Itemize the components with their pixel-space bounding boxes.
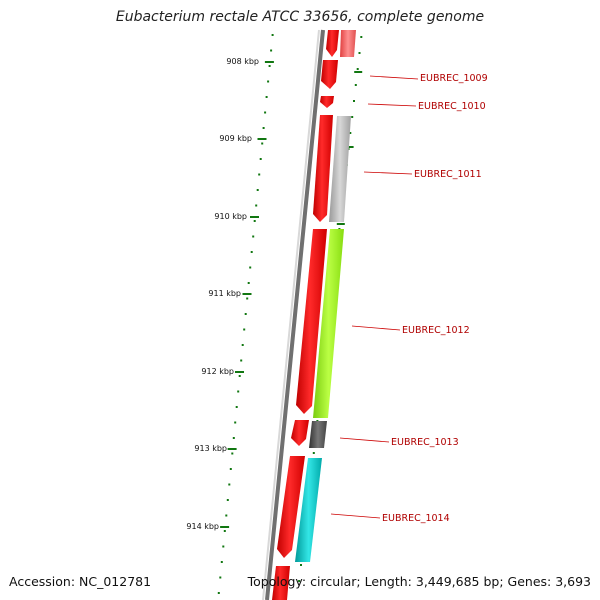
outer-ruler-dot xyxy=(353,100,355,102)
gene-leaders xyxy=(330,75,419,519)
scale-label-911: 911 kbp xyxy=(208,289,241,298)
scale-dot xyxy=(262,127,265,129)
outer-ruler-dot xyxy=(360,36,363,38)
scale-dot xyxy=(220,561,223,563)
scale-dot xyxy=(247,282,250,284)
scale-dot xyxy=(237,390,240,393)
scale-dot xyxy=(270,49,273,52)
outer-ruler-dot xyxy=(358,52,361,54)
scale-dot xyxy=(229,468,232,470)
genome-summary-text: Topology: circular; Length: 3,449,685 bp… xyxy=(247,574,591,589)
scale-dot xyxy=(241,344,244,346)
gene-label-EUBREC_1014[interactable]: EUBREC_1014 xyxy=(382,513,450,524)
cds-feature xyxy=(296,229,327,414)
scale-dot xyxy=(252,235,255,238)
gene-label-EUBREC_1009[interactable]: EUBREC_1009 xyxy=(420,73,488,84)
gene-label-EUBREC_1011[interactable]: EUBREC_1011 xyxy=(414,169,482,180)
scale-dot xyxy=(265,96,268,98)
cds-feature xyxy=(272,566,290,600)
scale-dot xyxy=(250,251,253,253)
scale-dot xyxy=(223,530,226,532)
outer-ruler-dot xyxy=(356,68,359,70)
scale-dot xyxy=(259,158,262,160)
scale-dot xyxy=(226,499,229,501)
scale-dot xyxy=(240,359,243,362)
map-title: Eubacterium rectale ATCC 33656, complete… xyxy=(115,9,485,25)
scale-label-909: 909 kbp xyxy=(219,134,252,143)
scale-ticks xyxy=(220,61,274,528)
scale-dot xyxy=(232,437,235,439)
cds-track xyxy=(272,30,339,600)
genome-backbone-shadow xyxy=(262,29,320,600)
scale-dot xyxy=(256,189,259,191)
genome-backbone xyxy=(265,29,325,600)
cds-feature xyxy=(277,456,305,558)
scale-label-914: 914 kbp xyxy=(186,522,219,531)
scale-dot xyxy=(217,592,220,594)
scale-dot xyxy=(249,266,252,269)
scale-dot xyxy=(268,65,271,67)
scale-dot xyxy=(238,375,241,377)
scale-dot xyxy=(258,173,261,176)
scale-dot xyxy=(231,452,234,455)
scale-dot xyxy=(243,328,246,331)
outer-ruler-dot xyxy=(354,84,357,86)
scale-dot xyxy=(246,297,249,300)
gene-track xyxy=(295,30,356,562)
scale-dot xyxy=(225,514,228,517)
cds-feature xyxy=(326,30,339,57)
gene-EUBREC_1011 xyxy=(329,116,351,222)
scale-label-912: 912 kbp xyxy=(201,367,234,376)
outer-ruler-dot xyxy=(300,564,302,566)
scale-dot xyxy=(228,483,231,486)
scale-dot xyxy=(244,313,247,315)
gene-EUBREC_1012 xyxy=(313,229,344,418)
scale-label-910: 910 kbp xyxy=(214,212,247,221)
scale-dots xyxy=(217,34,274,594)
gene-label-EUBREC_1012[interactable]: EUBREC_1012 xyxy=(402,325,470,336)
scale-dot xyxy=(234,421,237,424)
scale-dot xyxy=(235,406,238,408)
outer-ruler-dot xyxy=(351,116,354,118)
cds-feature xyxy=(321,60,338,89)
scale-dot xyxy=(222,545,225,548)
gene-EUBREC_1014 xyxy=(295,458,322,562)
scale-label-908: 908 kbp xyxy=(226,57,259,66)
scale-dot xyxy=(271,34,274,36)
accession-text: Accession: NC_012781 xyxy=(9,574,152,589)
scale-dot xyxy=(255,204,258,207)
scale-dot xyxy=(219,576,222,579)
outer-ruler-dot xyxy=(349,132,352,134)
scale-dot xyxy=(253,220,256,222)
gene-label-EUBREC_1013[interactable]: EUBREC_1013 xyxy=(391,437,459,448)
scale-dot xyxy=(261,142,264,145)
scale-dot xyxy=(267,80,270,83)
cds-feature xyxy=(313,115,333,222)
cds-feature xyxy=(320,96,334,108)
scale-label-913: 913 kbp xyxy=(194,444,227,453)
outer-ruler-dot xyxy=(312,452,315,454)
gene-EUBREC_1009 xyxy=(340,30,356,57)
gene-label-EUBREC_1010[interactable]: EUBREC_1010 xyxy=(418,101,486,112)
scale-dot xyxy=(264,111,267,114)
outer-ruler-dot xyxy=(298,580,301,582)
gene-EUBREC_1013 xyxy=(309,421,327,448)
cds-feature xyxy=(291,420,309,446)
